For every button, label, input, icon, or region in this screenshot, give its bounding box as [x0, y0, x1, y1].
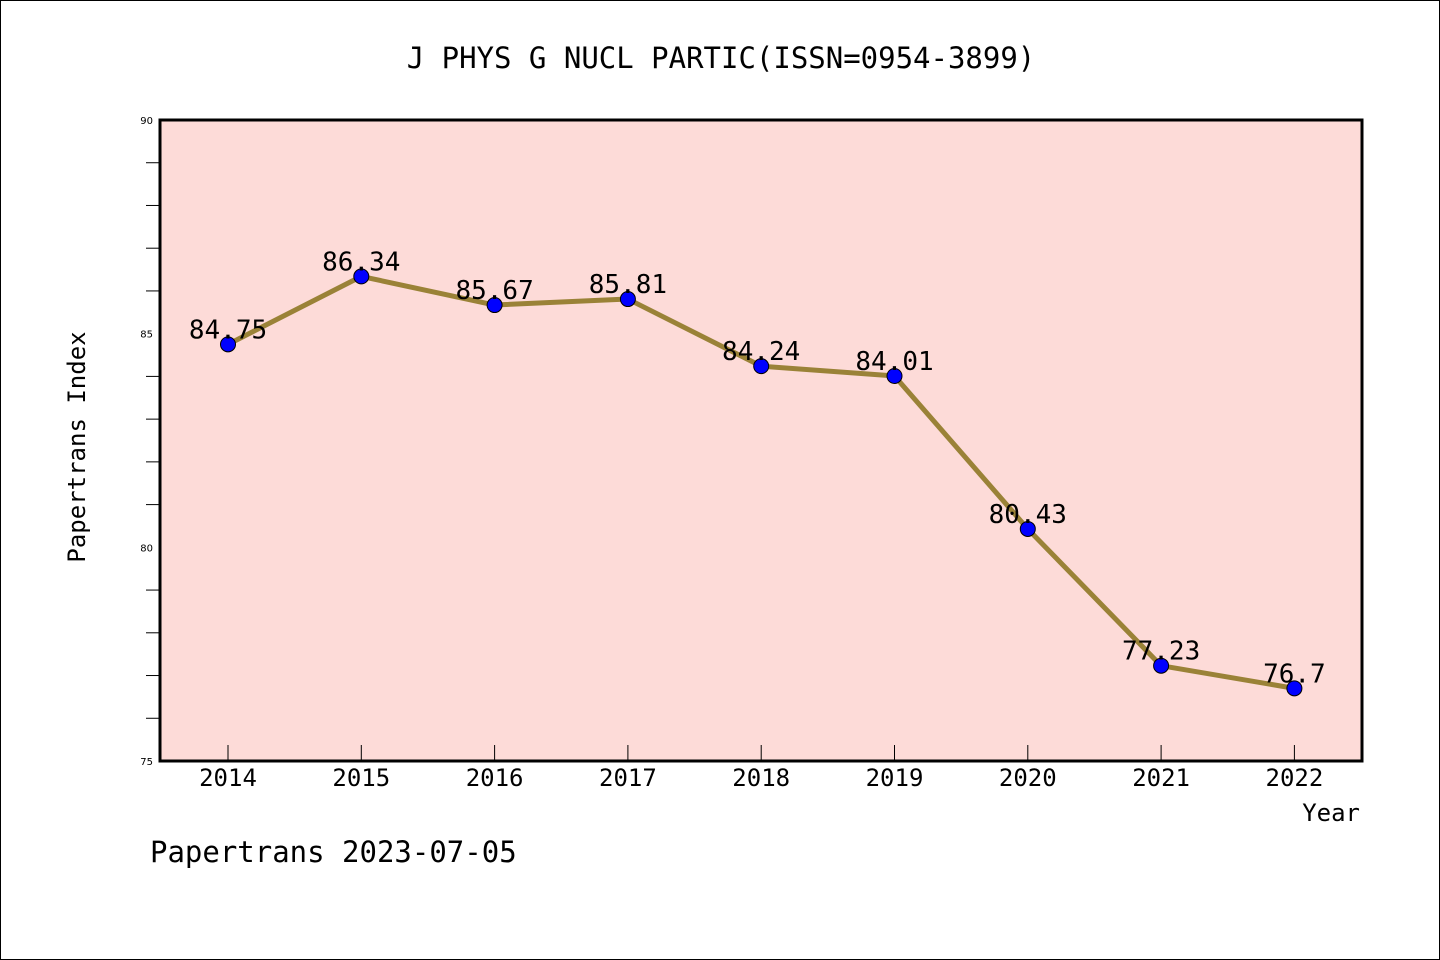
- data-label: 84.01: [855, 347, 933, 377]
- data-point: [1019, 520, 1036, 537]
- x-axis-tick-labels: 2014 2015 2016 2017 2018 2019 2020 2021 2022: [199, 764, 1323, 792]
- data-point: [486, 297, 503, 314]
- data-point: [220, 336, 236, 353]
- data-label: 85.67: [455, 276, 533, 306]
- data-point: [1286, 680, 1303, 697]
- y-axis-label: Papertrans Index: [63, 331, 91, 562]
- data-point: [619, 291, 636, 308]
- x-tick-label: 2016: [466, 764, 524, 792]
- x-tick-label: 2015: [332, 764, 390, 792]
- y-tick-label: 75: [140, 757, 153, 768]
- data-point: [1153, 657, 1170, 674]
- x-tick-label: 2014: [199, 764, 257, 792]
- data-label: 84.24: [722, 337, 800, 367]
- x-tick-label: 2020: [999, 764, 1057, 792]
- data-label: 86.34: [322, 247, 400, 277]
- y-tick-label: 85: [140, 330, 153, 341]
- x-tick-label: 2017: [599, 764, 657, 792]
- footer-credit: Papertrans 2023-07-05: [150, 835, 517, 869]
- data-label: 85.81: [589, 270, 667, 300]
- data-point: [753, 358, 770, 375]
- data-label: 76.7: [1263, 659, 1326, 689]
- data-labels-layer: 84.75 86.34 85.67 85.81 84.24 84.01 80.43 77.23…: [189, 247, 1326, 689]
- data-label: 84.75: [189, 315, 267, 345]
- chart-title: J PHYS G NUCL PARTIC(ISSN=0954-3899): [407, 41, 1036, 75]
- x-tick-label: 2022: [1266, 764, 1324, 792]
- x-tick-label: 2018: [732, 764, 790, 792]
- data-point: [353, 268, 370, 285]
- plot-area: [158, 118, 1364, 763]
- x-tick-label: 2021: [1132, 764, 1190, 792]
- y-axis-ticks: [146, 162, 160, 719]
- y-axis-tick-labels: 75 80 85 90: [140, 116, 153, 768]
- x-axis-label: Year: [1302, 799, 1360, 827]
- y-tick-label: 80: [140, 543, 153, 554]
- data-label: 80.43: [989, 500, 1067, 530]
- y-tick-label: 90: [140, 116, 153, 127]
- x-tick-label: 2019: [866, 764, 924, 792]
- data-label: 77.23: [1122, 637, 1200, 667]
- data-point: [886, 367, 903, 384]
- series-layer: [220, 268, 1303, 697]
- x-axis-ticks: [227, 745, 1295, 761]
